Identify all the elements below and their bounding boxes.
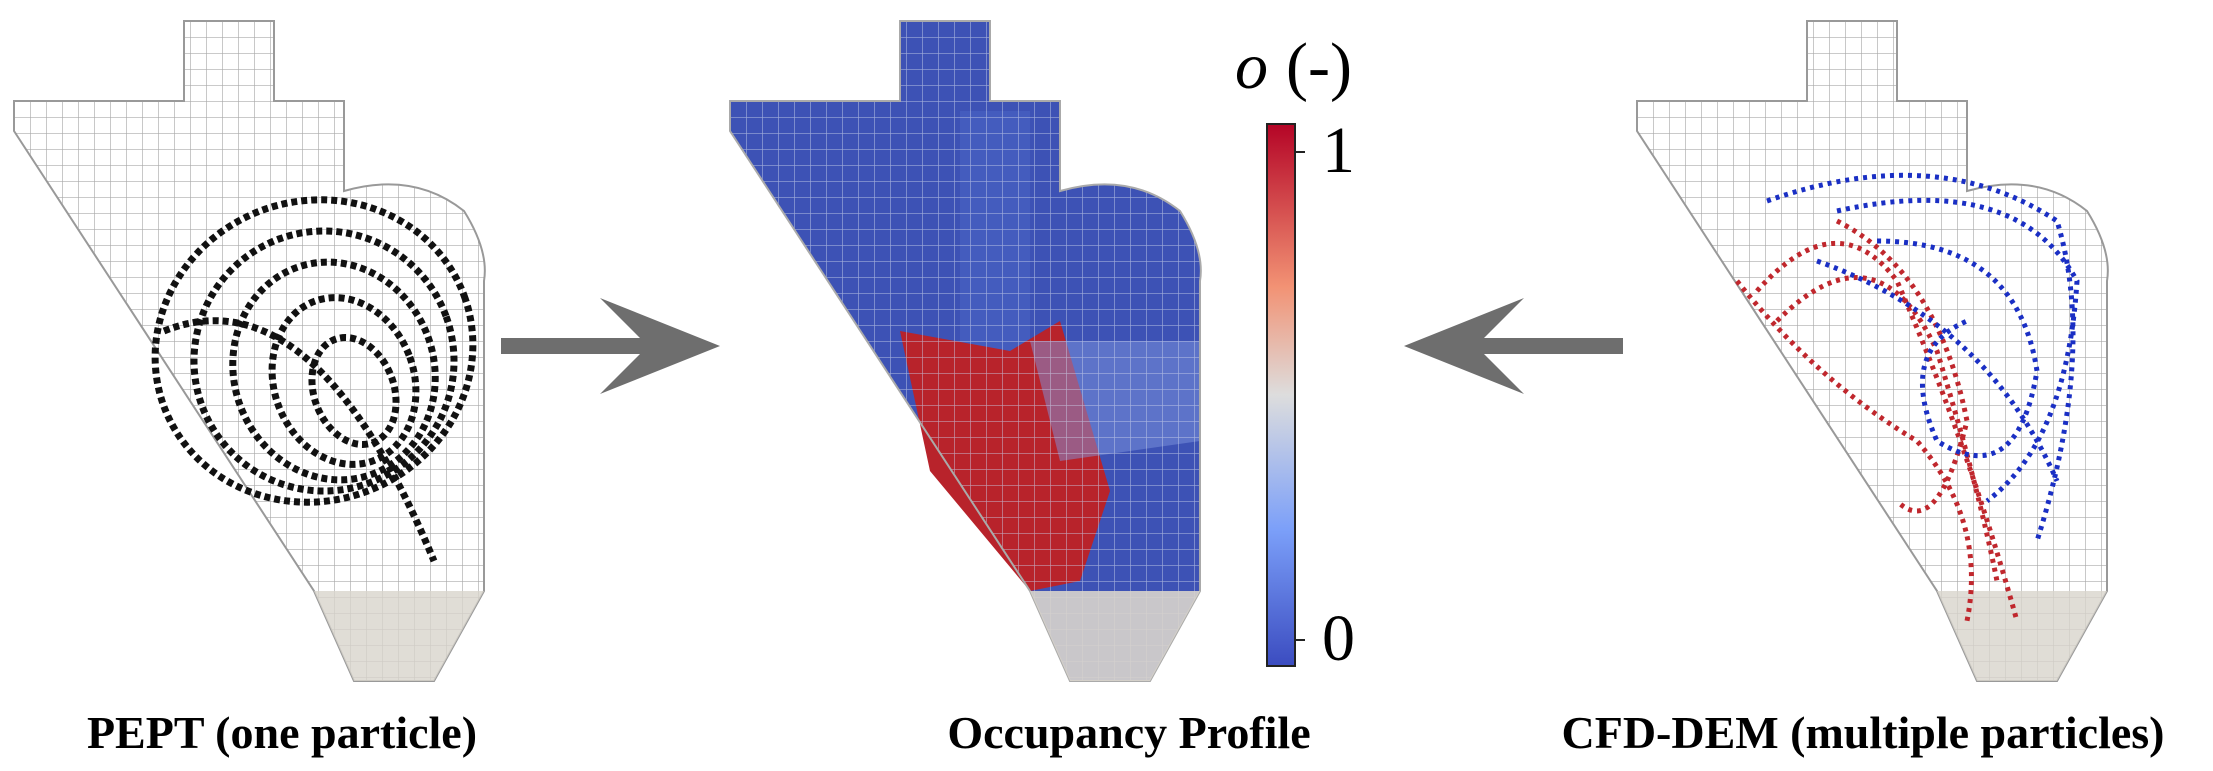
cfd-dem-mesh	[1636, 20, 2109, 682]
panel-label: CFD-DEM (multiple particles)	[1562, 707, 2165, 758]
colorbar-symbol: o	[1235, 30, 1268, 103]
occupancy-mesh	[729, 20, 1202, 682]
colorbar-title: o (-)	[1235, 30, 1352, 103]
panel-label: PEPT (one particle)	[87, 707, 477, 758]
colorbar-tick-label: 0	[1322, 602, 1355, 675]
colorbar-tick-label: 1	[1322, 114, 1355, 187]
arrow-left	[1404, 298, 1623, 394]
colorbar	[1266, 123, 1296, 667]
panel-label: Occupancy Profile	[947, 707, 1310, 758]
arrow-right	[501, 298, 720, 394]
pept-mesh	[13, 20, 486, 682]
colorbar-unit: (-)	[1286, 30, 1352, 103]
